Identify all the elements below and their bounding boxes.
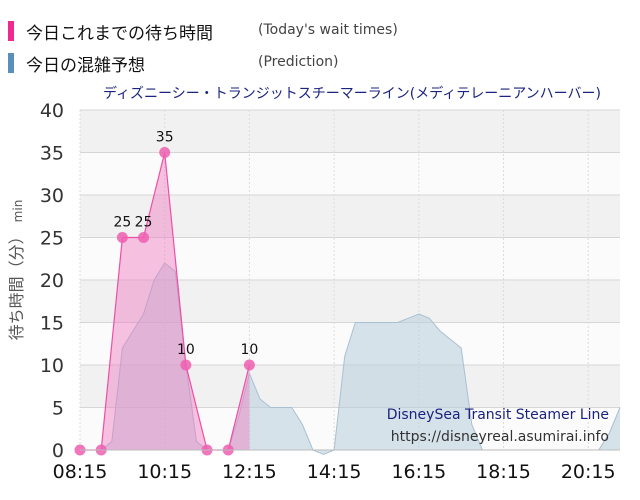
today-area bbox=[80, 152, 250, 450]
legend-note-prediction: (Prediction) bbox=[258, 54, 339, 70]
today-point bbox=[180, 359, 192, 371]
data-label: 25 bbox=[113, 215, 131, 231]
y-tick-label: 0 bbox=[52, 440, 64, 462]
plot-stripe bbox=[80, 110, 620, 153]
legend: 今日これまでの待ち時間 (Today's wait times) 今日の混雑予想… bbox=[0, 0, 640, 76]
data-label: 10 bbox=[240, 342, 258, 358]
y-axis-label-group: 待ち時間（分） min bbox=[7, 200, 26, 341]
watermark-name: DisneySea Transit Steamer Line bbox=[387, 407, 609, 423]
watermark-url: https://disneyreal.asumirai.info bbox=[391, 429, 609, 445]
x-tick-label: 08:15 bbox=[53, 461, 108, 483]
prediction-area bbox=[80, 263, 620, 455]
legend-note-today: (Today's wait times) bbox=[258, 22, 398, 38]
y-tick-label: 5 bbox=[52, 398, 64, 420]
x-tick-label: 14:15 bbox=[307, 461, 362, 483]
x-tick-label: 20:15 bbox=[561, 461, 616, 483]
chart-title: ディズニーシー・トランジットスチーマーライン(メディテレーニアンハーバー) bbox=[103, 85, 601, 102]
x-tick-label: 16:15 bbox=[391, 461, 446, 483]
y-tick-label: 10 bbox=[40, 355, 64, 377]
axes: 0 5 10 15 20 25 30 35 40 08:15 10:15 12:15 14:15 16:1… bbox=[40, 100, 620, 483]
y-tick-label: 30 bbox=[40, 185, 64, 207]
y-tick-label: 15 bbox=[40, 313, 64, 335]
y-tick-label: 40 bbox=[40, 100, 64, 122]
legend-swatch-today bbox=[8, 21, 14, 41]
legend-label-prediction: 今日の混雑予想 bbox=[26, 56, 145, 76]
data-labels: 25 25 35 10 10 bbox=[113, 130, 258, 359]
today-point bbox=[138, 232, 150, 243]
x-tick-label: 18:15 bbox=[476, 461, 531, 483]
y-axis-label: 待ち時間（分） bbox=[7, 228, 26, 340]
today-point bbox=[116, 232, 128, 243]
today-point bbox=[243, 359, 255, 371]
data-label: 10 bbox=[177, 342, 195, 358]
svg-text:待ち時間（分）min: 待ち時間（分） min bbox=[7, 200, 26, 341]
legend-label-today: 今日これまでの待ち時間 bbox=[26, 24, 213, 44]
y-tick-label: 20 bbox=[40, 270, 64, 292]
y-tick-label: 35 bbox=[40, 143, 64, 165]
data-label: 35 bbox=[156, 130, 174, 146]
legend-swatch-prediction bbox=[8, 53, 14, 73]
x-tick-label: 12:15 bbox=[222, 461, 277, 483]
y-tick-label: 25 bbox=[40, 228, 64, 250]
y-axis-unit: min bbox=[11, 200, 25, 223]
x-tick-label: 10:15 bbox=[137, 461, 192, 483]
data-label: 25 bbox=[135, 215, 153, 231]
today-point bbox=[159, 147, 171, 158]
